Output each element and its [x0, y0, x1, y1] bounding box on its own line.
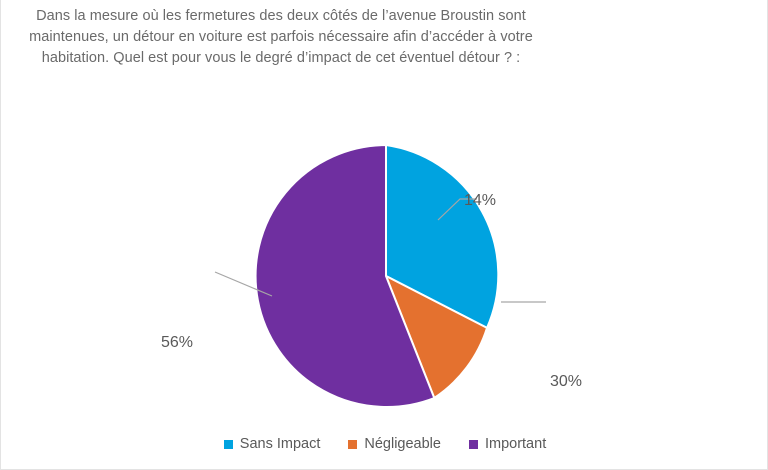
legend-label-negligeable: Négligeable: [364, 436, 441, 452]
legend-label-important: Important: [484, 436, 547, 452]
legend-swatch-icon: [348, 439, 358, 449]
pie-chart-graphic: [214, 143, 546, 408]
leader-line-sans-impact: [437, 198, 477, 221]
legend-item-negligeable[interactable]: Négligeable: [348, 436, 441, 452]
plot-area: 14% 30% 56%: [1, 80, 767, 425]
chart-legend: Sans Impact Négligeable Important: [1, 436, 767, 452]
data-label-negligeable: 30%: [550, 373, 583, 390]
pie-slice-important[interactable]: [254, 143, 436, 408]
data-label-sans-impact: 14%: [464, 192, 497, 209]
legend-swatch-icon: [223, 439, 233, 449]
pie-slice-sans-impact[interactable]: [385, 143, 500, 330]
leader-line-important: [214, 271, 273, 297]
pie-slice-negligeable[interactable]: [384, 273, 489, 400]
legend-swatch-icon: [468, 439, 478, 449]
data-label-important: 56%: [161, 334, 194, 351]
legend-label-sans-impact: Sans Impact: [239, 436, 321, 452]
legend-item-sans-impact[interactable]: Sans Impact: [223, 436, 321, 452]
chart-title: Dans la mesure où les fermetures des deu…: [29, 8, 533, 66]
legend-item-important[interactable]: Important: [468, 436, 547, 452]
